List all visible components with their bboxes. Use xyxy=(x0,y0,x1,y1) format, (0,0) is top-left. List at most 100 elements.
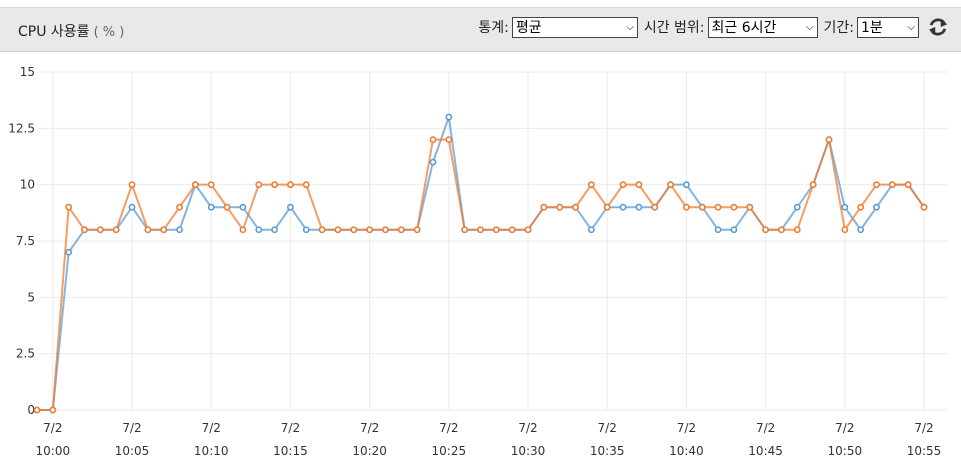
series-1-point[interactable] xyxy=(873,203,880,211)
series-2-point[interactable] xyxy=(176,203,183,211)
series-1-point[interactable] xyxy=(255,226,263,234)
series-2-point[interactable] xyxy=(350,226,358,234)
series-2-point[interactable] xyxy=(255,181,263,189)
series-1-point[interactable] xyxy=(287,203,294,211)
range-select-value: 최근 6시간 xyxy=(711,20,777,36)
series-1-point[interactable] xyxy=(587,226,595,234)
series-2-point[interactable] xyxy=(128,181,136,189)
series-1-point[interactable] xyxy=(239,203,247,211)
series-2-point[interactable] xyxy=(762,226,770,234)
series-1-point[interactable] xyxy=(207,203,215,211)
series-2-point[interactable] xyxy=(65,203,73,211)
series-2-point[interactable] xyxy=(271,181,278,189)
series-2-point[interactable] xyxy=(587,181,595,189)
x-tick-date: 7/2 xyxy=(360,421,379,435)
series-layer xyxy=(33,113,928,414)
series-1-point[interactable] xyxy=(619,203,627,211)
series-2-point[interactable] xyxy=(556,203,564,211)
series-2-point[interactable] xyxy=(635,181,643,189)
series-1-point[interactable] xyxy=(841,203,849,211)
series-2-point[interactable] xyxy=(524,226,532,234)
chart-header: CPU 사용률( % ) 통계: 평균 ⌵ 시간 범위: 최근 6시간 ⌵ 기간… xyxy=(0,7,961,52)
series-2-point[interactable] xyxy=(746,203,754,211)
series-2-point[interactable] xyxy=(413,226,421,234)
series-2-point[interactable] xyxy=(366,226,374,234)
series-2-point[interactable] xyxy=(477,226,484,234)
series-2-point[interactable] xyxy=(223,203,231,211)
series-2-point[interactable] xyxy=(508,226,516,234)
series-2-point[interactable] xyxy=(920,203,928,211)
series-2-point[interactable] xyxy=(667,181,674,189)
x-tick-time: 10:10 xyxy=(194,444,229,458)
series-2-point[interactable] xyxy=(904,181,912,189)
series-1-point[interactable] xyxy=(429,158,437,166)
series-1-point[interactable] xyxy=(714,226,722,234)
series-2-point[interactable] xyxy=(825,136,833,143)
series-1-point[interactable] xyxy=(176,226,183,234)
x-tick-time: 10:40 xyxy=(669,444,704,458)
series-2-point[interactable] xyxy=(81,226,88,234)
series-1-line xyxy=(37,116,925,411)
series-2-point[interactable] xyxy=(572,203,579,211)
period-label: 기간: xyxy=(823,20,854,36)
series-2-point[interactable] xyxy=(540,203,548,211)
series-2-point[interactable] xyxy=(619,181,627,189)
series-2-point[interactable] xyxy=(160,226,168,234)
series-2-point[interactable] xyxy=(207,181,215,189)
series-1-point[interactable] xyxy=(635,203,643,211)
x-tick-date: 7/2 xyxy=(677,421,696,435)
series-2-point[interactable] xyxy=(888,181,896,189)
series-1-point[interactable] xyxy=(128,203,136,211)
series-1-point[interactable] xyxy=(271,226,278,234)
stat-select-value: 평균 xyxy=(515,20,542,36)
x-tick-time: 10:00 xyxy=(36,444,71,458)
x-tick-time: 10:50 xyxy=(828,444,863,458)
series-2-point[interactable] xyxy=(191,181,199,189)
series-2-point[interactable] xyxy=(382,226,389,234)
series-2-line xyxy=(37,135,925,411)
series-2-point[interactable] xyxy=(857,203,865,211)
series-1-point[interactable] xyxy=(445,113,453,121)
series-2-point[interactable] xyxy=(778,226,785,234)
series-2-point[interactable] xyxy=(49,406,57,414)
series-1-point[interactable] xyxy=(793,203,801,211)
series-2-point[interactable] xyxy=(698,203,706,211)
series-2-point[interactable] xyxy=(397,226,405,234)
x-tick-time: 10:25 xyxy=(432,444,467,458)
series-2-point[interactable] xyxy=(873,181,880,189)
series-2-point[interactable] xyxy=(841,226,849,234)
series-1 xyxy=(33,113,928,414)
range-select[interactable]: 최근 6시간 ⌵ xyxy=(707,16,818,38)
series-2-point[interactable] xyxy=(302,181,310,189)
series-2-point[interactable] xyxy=(793,226,801,234)
series-2-point[interactable] xyxy=(334,226,342,234)
series-2-point[interactable] xyxy=(461,226,469,234)
series-1-point[interactable] xyxy=(857,226,865,234)
series-2-point[interactable] xyxy=(144,226,152,234)
series-2-point[interactable] xyxy=(429,136,437,143)
series-2-point[interactable] xyxy=(603,203,611,211)
series-2-point[interactable] xyxy=(287,181,294,189)
series-1-point[interactable] xyxy=(730,226,738,234)
series-2-point[interactable] xyxy=(809,181,817,189)
x-tick-date: 7/2 xyxy=(518,421,537,435)
series-1-point[interactable] xyxy=(683,181,690,189)
series-2-point[interactable] xyxy=(730,203,738,211)
series-2-point[interactable] xyxy=(492,226,500,234)
series-2-point[interactable] xyxy=(318,226,326,234)
x-tick-date: 7/2 xyxy=(914,421,933,435)
refresh-icon[interactable] xyxy=(927,16,949,38)
series-2-point[interactable] xyxy=(33,406,41,414)
series-2-point[interactable] xyxy=(683,203,690,211)
series-2-point[interactable] xyxy=(112,226,120,234)
series-1-point[interactable] xyxy=(65,248,73,256)
series-2-point[interactable] xyxy=(445,136,453,143)
series-1-point[interactable] xyxy=(302,226,310,234)
series-2-point[interactable] xyxy=(651,203,659,211)
series-2-point[interactable] xyxy=(714,203,722,211)
stat-select[interactable]: 평균 ⌵ xyxy=(511,16,638,38)
period-select[interactable]: 1분 ⌵ xyxy=(857,16,919,38)
x-tick-date: 7/2 xyxy=(281,421,300,435)
series-2-point[interactable] xyxy=(96,226,104,234)
series-2-point[interactable] xyxy=(239,226,247,234)
